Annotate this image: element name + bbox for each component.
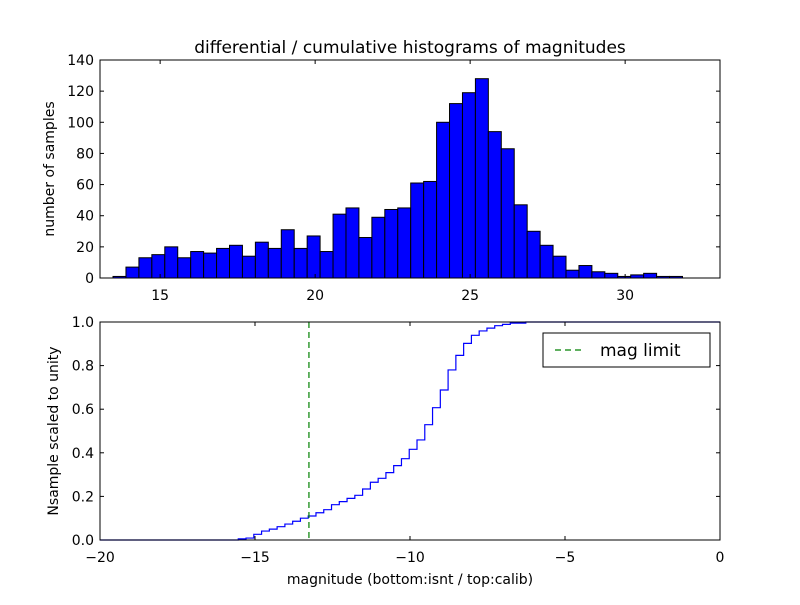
x-tick-label: −5 <box>555 550 576 566</box>
histogram-bar <box>254 241 269 279</box>
histogram-bar <box>138 257 153 279</box>
histogram-bar <box>513 204 528 279</box>
x-tick-label: 15 <box>151 288 169 304</box>
x-tick-label: −20 <box>85 550 115 566</box>
histogram-bar <box>164 246 179 279</box>
legend: mag limit <box>542 332 711 368</box>
histogram-bar <box>487 131 502 279</box>
histogram-bar <box>267 247 282 279</box>
y-axis-label: Nsample scaled to unity <box>46 346 62 515</box>
y-tick-label: 0.8 <box>72 359 94 375</box>
histogram-bar <box>449 103 463 279</box>
x-tick-label: 0 <box>716 550 725 566</box>
y-tick-label: 40 <box>76 209 94 225</box>
histogram-bar <box>203 252 218 279</box>
histogram-bar <box>371 216 386 279</box>
histogram-bar <box>358 237 373 279</box>
x-tick-label: 30 <box>616 288 634 304</box>
histogram-bar <box>384 208 399 279</box>
y-tick-label: 80 <box>76 146 94 162</box>
chart-title: differential / cumulative histograms of … <box>194 38 626 58</box>
y-tick-label: 0.2 <box>72 489 94 505</box>
histogram-bar <box>474 78 489 279</box>
y-axis-label: number of samples <box>42 101 58 236</box>
histogram-bar <box>397 207 412 279</box>
histogram-bar <box>436 121 451 279</box>
y-tick-label: 0 <box>85 271 94 287</box>
legend-label: mag limit <box>600 341 681 361</box>
histogram-bar <box>539 244 554 279</box>
y-tick-label: 0.6 <box>72 402 94 418</box>
y-tick-label: 20 <box>76 240 94 256</box>
histogram-bar <box>604 272 619 279</box>
histogram-bar <box>423 180 438 279</box>
y-tick-label: 140 <box>67 53 94 69</box>
y-tick-label: 60 <box>76 178 94 194</box>
histogram-bar <box>345 207 360 279</box>
histogram-bar <box>552 255 567 279</box>
histogram-bar <box>229 244 243 279</box>
histogram-bar <box>190 251 205 279</box>
y-tick-label: 120 <box>67 84 94 100</box>
histogram-bar <box>410 182 425 279</box>
x-tick-label: 25 <box>461 288 479 304</box>
y-tick-label: 0.4 <box>72 446 94 462</box>
histogram-bar <box>293 247 308 279</box>
histogram-bar <box>565 269 580 279</box>
histogram-bar <box>319 251 334 279</box>
x-axis-label: magnitude (bottom:isnt / top:calib) <box>287 572 533 588</box>
histogram-bar <box>461 92 476 279</box>
histogram-bar <box>591 271 606 279</box>
histogram-bar <box>500 148 515 279</box>
histogram-bar <box>177 257 192 279</box>
histogram-bar <box>216 247 231 279</box>
histogram-bar <box>306 235 321 279</box>
histogram-bar <box>332 213 347 279</box>
cumulative-step-line <box>100 321 720 541</box>
histogram-bar <box>526 230 541 279</box>
histogram-bar <box>125 266 140 279</box>
histogram-bar <box>241 255 256 279</box>
histogram-bar <box>280 229 295 279</box>
x-tick-label: 20 <box>306 288 324 304</box>
y-tick-label: 1.0 <box>72 315 94 331</box>
histogram-bar <box>151 254 166 279</box>
axes-frame <box>99 59 721 279</box>
y-tick-label: 0.0 <box>72 533 94 549</box>
histogram-bar <box>578 265 593 279</box>
x-tick-label: −15 <box>240 550 270 566</box>
y-tick-label: 100 <box>67 115 94 131</box>
histogram-bar <box>643 272 658 279</box>
x-tick-label: −10 <box>395 550 425 566</box>
